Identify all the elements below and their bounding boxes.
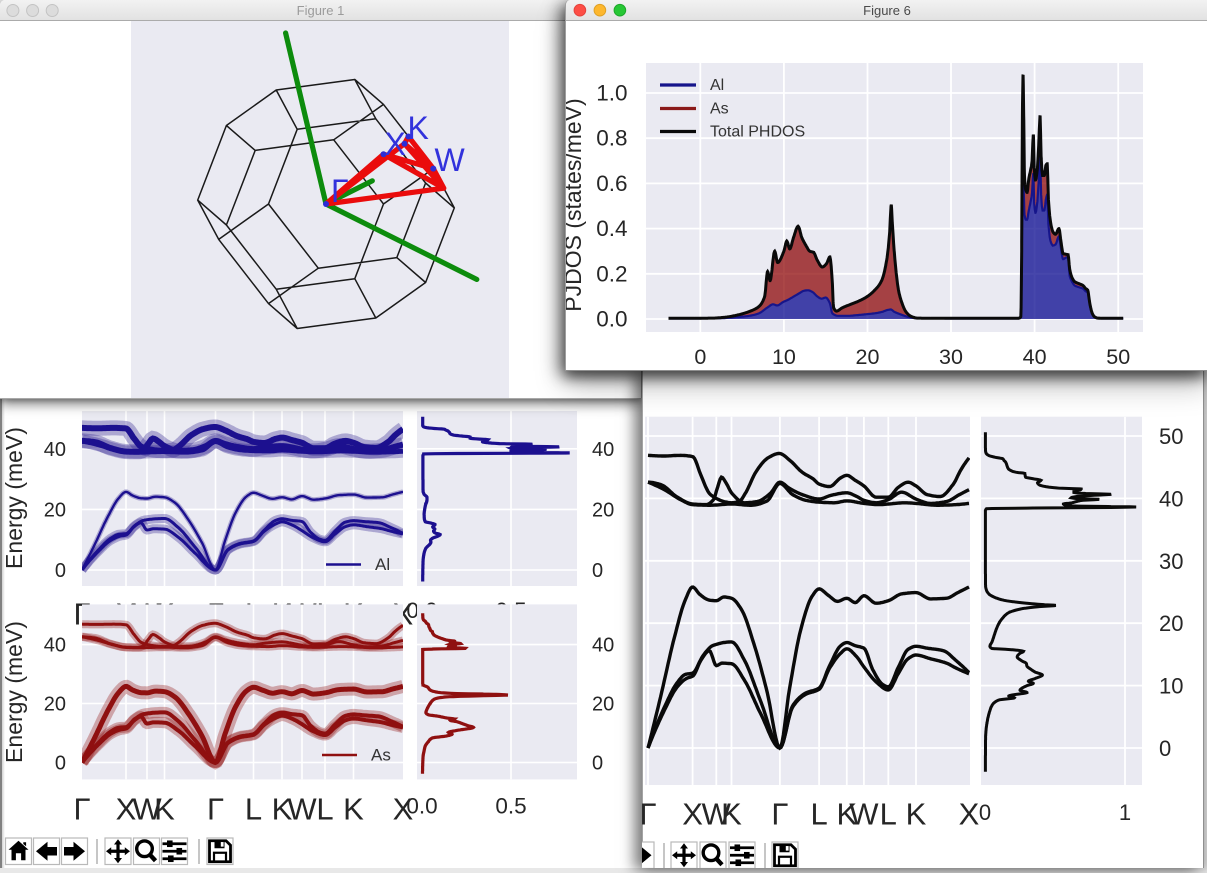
svg-text:0: 0 xyxy=(694,345,706,369)
svg-text:L: L xyxy=(316,792,333,827)
svg-text:X: X xyxy=(385,126,406,162)
svg-text:50: 50 xyxy=(1159,424,1183,449)
svg-text:Γ: Γ xyxy=(73,792,90,827)
svg-text:K: K xyxy=(408,110,429,146)
svg-text:40: 40 xyxy=(592,439,614,461)
svg-text:0.2: 0.2 xyxy=(596,261,627,286)
svg-text:0: 0 xyxy=(1159,736,1171,761)
svg-text:0: 0 xyxy=(979,800,991,825)
svg-text:X: X xyxy=(959,797,980,832)
svg-text:0: 0 xyxy=(592,753,603,775)
svg-text:K: K xyxy=(154,792,175,827)
svg-text:10: 10 xyxy=(772,345,796,369)
svg-text:0: 0 xyxy=(55,753,66,775)
svg-text:L: L xyxy=(245,792,262,827)
svg-text:K: K xyxy=(343,792,364,827)
svg-text:As: As xyxy=(371,746,391,765)
svg-text:Energy (meV): Energy (meV) xyxy=(1,427,27,569)
svg-text:Al: Al xyxy=(375,555,390,574)
svg-text:Total PHDOS: Total PHDOS xyxy=(710,124,805,141)
svg-text:0.6: 0.6 xyxy=(596,171,627,196)
svg-text:20: 20 xyxy=(44,499,66,521)
svg-text:Γ: Γ xyxy=(771,797,788,832)
svg-text:10: 10 xyxy=(1159,674,1183,699)
svg-text:W: W xyxy=(702,797,732,832)
svg-text:L: L xyxy=(810,797,827,832)
svg-text:20: 20 xyxy=(44,694,66,716)
svg-text:X: X xyxy=(682,797,703,832)
svg-text:20: 20 xyxy=(592,499,614,521)
svg-text:30: 30 xyxy=(939,345,963,369)
svg-text:0: 0 xyxy=(55,560,66,582)
svg-text:0.5: 0.5 xyxy=(495,794,526,819)
svg-text:PJDOS (states/meV): PJDOS (states/meV) xyxy=(566,98,586,311)
svg-text:Energy (meV): Energy (meV) xyxy=(1,621,27,763)
svg-text:20: 20 xyxy=(856,345,880,369)
svg-text:X: X xyxy=(116,792,137,827)
svg-text:40: 40 xyxy=(1023,345,1047,369)
svg-text:K: K xyxy=(721,797,742,832)
svg-text:40: 40 xyxy=(44,635,66,657)
svg-text:0.0: 0.0 xyxy=(406,794,437,819)
svg-text:X: X xyxy=(393,792,414,827)
svg-text:Γ: Γ xyxy=(642,797,657,832)
svg-text:40: 40 xyxy=(44,439,66,461)
svg-text:As: As xyxy=(710,101,729,118)
svg-text:L: L xyxy=(880,797,897,832)
svg-text:K: K xyxy=(836,797,857,832)
svg-text:20: 20 xyxy=(1159,611,1183,636)
svg-text:0.4: 0.4 xyxy=(596,216,627,241)
svg-text:Γ: Γ xyxy=(207,792,224,827)
svg-text:20: 20 xyxy=(592,694,614,716)
svg-text:W: W xyxy=(287,792,317,827)
svg-text:1: 1 xyxy=(1119,800,1131,825)
svg-text:Γ: Γ xyxy=(331,173,349,209)
svg-text:W: W xyxy=(849,797,879,832)
svg-text:W: W xyxy=(435,142,466,178)
svg-text:40: 40 xyxy=(1159,486,1183,511)
svg-text:0.0: 0.0 xyxy=(596,307,627,332)
svg-text:1.0: 1.0 xyxy=(596,81,627,106)
svg-text:50: 50 xyxy=(1106,345,1130,369)
svg-text:W: W xyxy=(132,792,162,827)
svg-text:30: 30 xyxy=(1159,549,1183,574)
svg-text:0.8: 0.8 xyxy=(596,126,627,151)
svg-text:K: K xyxy=(906,797,927,832)
svg-text:40: 40 xyxy=(592,635,614,657)
svg-text:Al: Al xyxy=(710,77,724,94)
svg-text:K: K xyxy=(272,792,293,827)
svg-text:0: 0 xyxy=(592,560,603,582)
